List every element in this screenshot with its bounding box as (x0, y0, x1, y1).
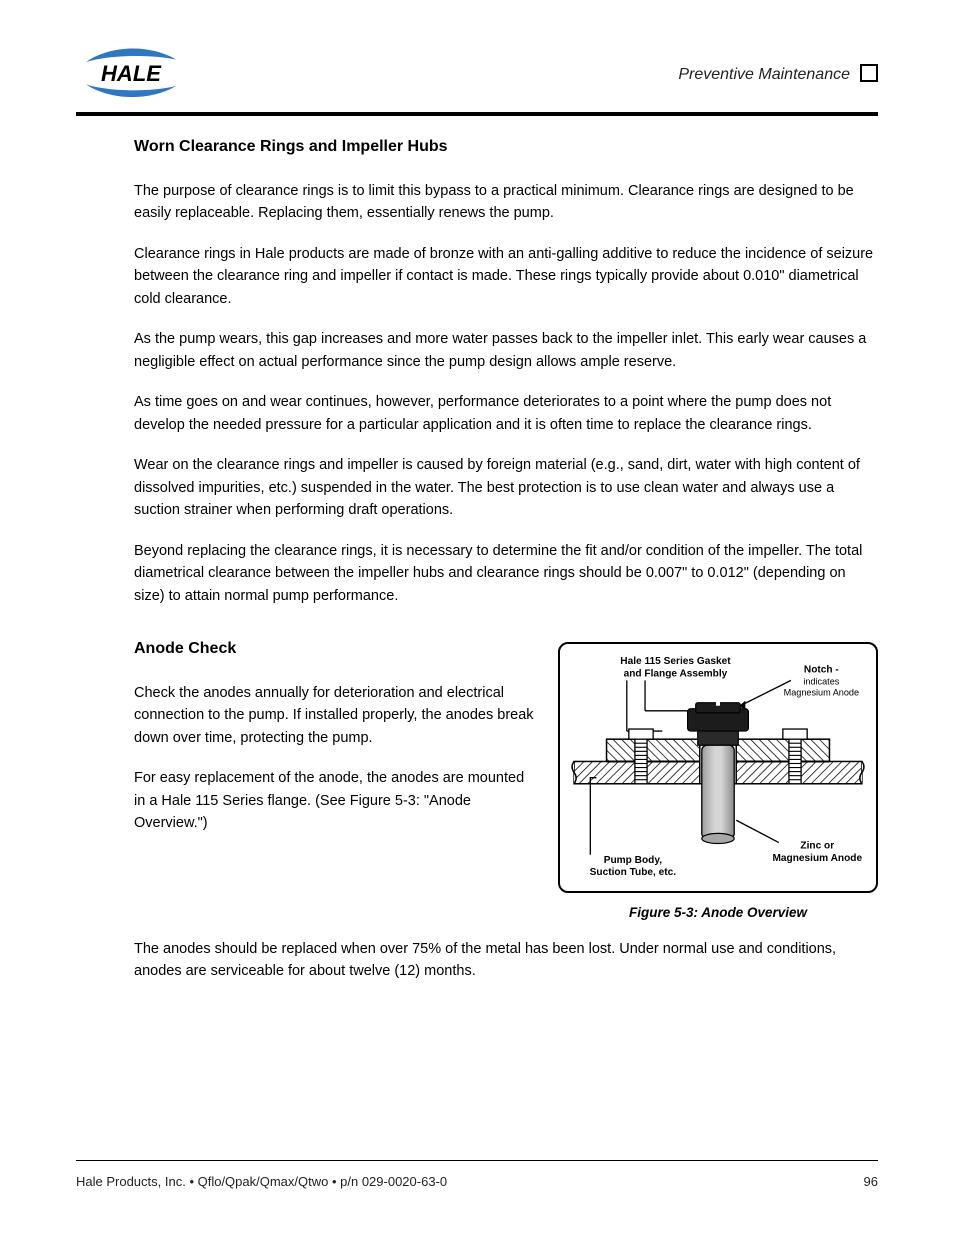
svg-text:and Flange Assembly: and Flange Assembly (624, 668, 728, 679)
svg-text:Pump Body,: Pump Body, (604, 855, 662, 866)
header-rule (76, 112, 878, 116)
header-square-icon (860, 64, 878, 82)
body-paragraph: The purpose of clearance rings is to lim… (134, 180, 878, 225)
hale-logo: HALE (76, 40, 186, 104)
body-paragraph: As time goes on and wear continues, howe… (134, 391, 878, 436)
body-paragraph: Beyond replacing the clearance rings, it… (134, 540, 878, 607)
svg-text:Magnesium Anode: Magnesium Anode (772, 853, 862, 864)
page: HALE Preventive Maintenance Worn Clearan… (0, 0, 954, 1235)
anode-two-col: Check the anodes annually for deteriorat… (134, 682, 878, 924)
anode-paragraph: For easy replacement of the anode, the a… (134, 767, 534, 834)
svg-text:Notch -: Notch - (804, 664, 839, 675)
svg-text:Magnesium Anode: Magnesium Anode (784, 687, 859, 697)
section-subtitle: Worn Clearance Rings and Impeller Hubs (134, 138, 878, 156)
footer-page-number: 96 (864, 1174, 878, 1189)
main-body: The purpose of clearance rings is to lim… (134, 180, 878, 983)
footer-left: Hale Products, Inc. • Qflo/Qpak/Qmax/Qtw… (76, 1174, 447, 1189)
anode-figure: Hale 115 Series Gasket and Flange Assemb… (558, 642, 878, 893)
body-paragraph: Clearance rings in Hale products are mad… (134, 243, 878, 310)
svg-text:Hale 115 Series Gasket: Hale 115 Series Gasket (620, 656, 731, 667)
body-paragraph: Wear on the clearance rings and impeller… (134, 454, 878, 521)
anode-text: Check the anodes annually for deteriorat… (134, 682, 534, 853)
body-paragraph: As the pump wears, this gap increases an… (134, 328, 878, 373)
page-footer: Hale Products, Inc. • Qflo/Qpak/Qmax/Qtw… (76, 1174, 878, 1189)
anode-paragraph: Check the anodes annually for deteriorat… (134, 682, 534, 749)
header-section-title: Preventive Maintenance (678, 66, 850, 84)
header-right: Preventive Maintenance (678, 61, 878, 84)
anode-paragraph: The anodes should be replaced when over … (134, 938, 878, 983)
page-header: HALE Preventive Maintenance (76, 40, 878, 104)
svg-text:Zinc or: Zinc or (800, 840, 834, 851)
footer-rule (76, 1160, 878, 1161)
svg-text:Suction Tube, etc.: Suction Tube, etc. (590, 867, 677, 878)
figure-caption: Figure 5-3: Anode Overview (558, 903, 878, 924)
svg-text:indicates: indicates (803, 676, 839, 686)
svg-text:HALE: HALE (101, 61, 162, 86)
figure-wrap: Hale 115 Series Gasket and Flange Assemb… (558, 682, 878, 924)
